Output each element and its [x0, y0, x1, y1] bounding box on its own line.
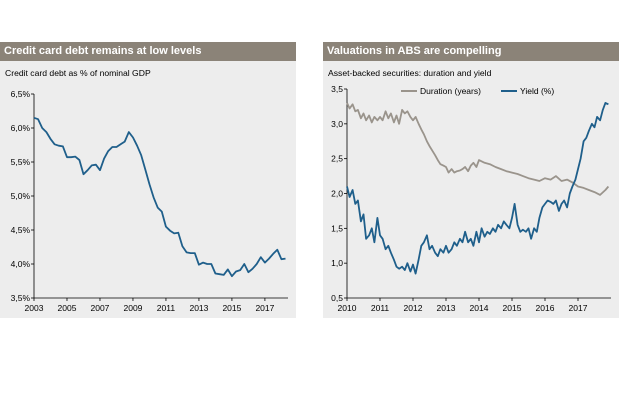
left-chart-header: Credit card debt remains at low levels — [0, 42, 296, 61]
credit-card-debt-y-tick-label: 6,5% — [11, 89, 31, 99]
abs-x-tick-label: 2017 — [569, 303, 588, 313]
credit-card-debt-y-tick-label: 5,0% — [11, 191, 31, 201]
abs-yield-line — [346, 102, 609, 275]
credit-card-debt-x-tick-label: 2007 — [91, 303, 110, 313]
abs-y-tick-label: 2,5 — [331, 154, 343, 164]
abs-x-tick-label: 2015 — [503, 303, 522, 313]
credit-card-debt-y-tick-label: 3,5% — [11, 293, 31, 303]
abs-duration-yield-chart: 0,5 1,0 1,5 2,0 2,5 3,0 3,5 2010 2011 2012 2013 201… — [331, 84, 611, 313]
credit-card-debt-x-tick-label: 2015 — [222, 303, 241, 313]
right-chart-panel: Valuations in ABS are compelling Asset-b… — [323, 42, 619, 318]
abs-x-tick-label: 2012 — [404, 303, 423, 313]
abs-duration-years-line — [346, 102, 610, 196]
abs-y-tick-label: 0,5 — [331, 293, 343, 303]
credit-card-debt-x-tick-label: 2011 — [157, 303, 176, 313]
credit-card-debt-y-tick-label: 4,5% — [11, 225, 31, 235]
credit-card-debt-x-tick-label: 2005 — [58, 303, 77, 313]
left-chart-subtitle: Credit card debt as % of nominal GDP — [5, 68, 151, 78]
right-chart-subtitle: Asset-backed securities: duration and yi… — [328, 68, 492, 78]
abs-y-tick-label: 1,0 — [331, 258, 343, 268]
abs-legend-label: Yield (%) — [520, 86, 554, 96]
left-chart-panel: Credit card debt remains at low levels C… — [0, 42, 296, 318]
abs-y-tick-label: 3,0 — [331, 119, 343, 129]
abs-x-tick-label: 2014 — [470, 303, 489, 313]
abs-x-tick-label: 2011 — [371, 303, 390, 313]
abs-x-tick-label: 2016 — [536, 303, 555, 313]
abs-x-tick-label: 2013 — [437, 303, 456, 313]
credit-card-debt-y-tick-label: 5,5% — [11, 157, 31, 167]
credit-card-debt-y-tick-label: 4,0% — [11, 259, 31, 269]
credit-card-debt-x-tick-label: 2017 — [255, 303, 274, 313]
abs-y-tick-label: 2,0 — [331, 189, 343, 199]
credit-card-debt-series-0-line — [33, 116, 286, 278]
credit-card-debt-x-tick-label: 2013 — [189, 303, 208, 313]
abs-legend-label: Duration (years) — [420, 86, 481, 96]
abs-y-tick-label: 1,5 — [331, 223, 343, 233]
credit-card-debt-y-tick-label: 6,0% — [11, 123, 31, 133]
abs-x-tick-label: 2010 — [338, 303, 357, 313]
credit-card-debt-chart: 3,5% 4,0% 4,5% 5,0% 5,5% 6,0% 6,5% 2003 2005 2007… — [11, 89, 288, 313]
credit-card-debt-x-tick-label: 2009 — [124, 303, 143, 313]
credit-card-debt-x-tick-label: 2003 — [25, 303, 44, 313]
abs-y-tick-label: 3,5 — [331, 84, 343, 94]
right-chart-header: Valuations in ABS are compelling — [323, 42, 619, 61]
